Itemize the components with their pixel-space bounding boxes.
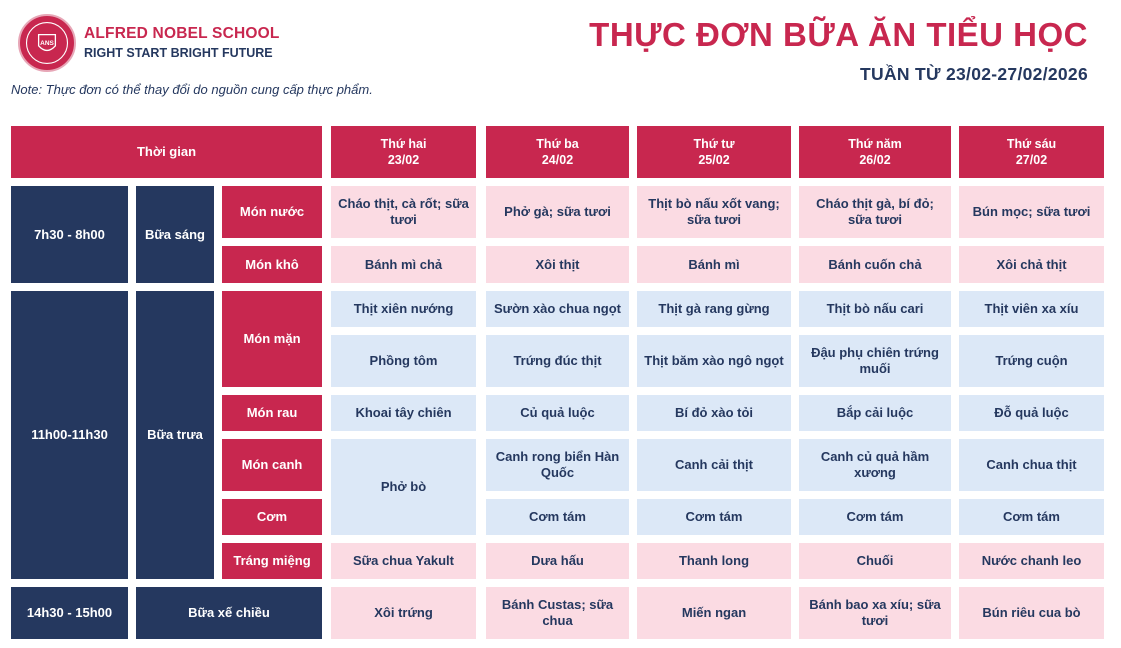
time-column-header: Thời gian bbox=[11, 126, 322, 178]
menu-cell: Cháo thịt gà, bí đỏ; sữa tươi bbox=[799, 186, 951, 238]
menu-cell: Bún mọc; sữa tươi bbox=[959, 186, 1104, 238]
menu-cell: Xôi thịt bbox=[486, 246, 629, 283]
meal-afternoon-snack: Bữa xế chiều bbox=[136, 587, 322, 639]
menu-cell-merged: Phở bò bbox=[331, 439, 476, 535]
menu-cell: Cơm tám bbox=[799, 499, 951, 535]
meal-breakfast: Bữa sáng bbox=[136, 186, 214, 283]
day-header-thu: Thứ năm 26/02 bbox=[799, 126, 951, 178]
day-header-fri: Thứ sáu 27/02 bbox=[959, 126, 1104, 178]
menu-cell: Thịt gà rang gừng bbox=[637, 291, 791, 327]
menu-cell: Nước chanh leo bbox=[959, 543, 1104, 579]
menu-cell: Thịt băm xào ngô ngọt bbox=[637, 335, 791, 387]
time-lunch: 11h00-11h30 bbox=[11, 291, 128, 579]
week-range: TUẦN TỪ 23/02-27/02/2026 bbox=[860, 64, 1088, 84]
menu-cell: Phồng tôm bbox=[331, 335, 476, 387]
day-name: Thứ ba bbox=[536, 137, 579, 151]
menu-cell: Thịt bò nấu cari bbox=[799, 291, 951, 327]
menu-cell: Bánh Custas; sữa chua bbox=[486, 587, 629, 639]
menu-cell: Cơm tám bbox=[959, 499, 1104, 535]
menu-cell: Bánh bao xa xíu; sữa tươi bbox=[799, 587, 951, 639]
menu-cell: Cơm tám bbox=[637, 499, 791, 535]
crest-icon: ANS bbox=[25, 21, 69, 65]
day-date: 26/02 bbox=[859, 153, 891, 167]
menu-cell: Đỗ quả luộc bbox=[959, 395, 1104, 431]
meal-lunch: Bữa trưa bbox=[136, 291, 214, 579]
logo-monogram: ANS bbox=[40, 40, 54, 47]
menu-cell: Thịt bò nấu xốt vang; sữa tươi bbox=[637, 186, 791, 238]
menu-cell: Sườn xào chua ngọt bbox=[486, 291, 629, 327]
menu-cell: Canh rong biển Hàn Quốc bbox=[486, 439, 629, 491]
menu-cell: Xôi chả thịt bbox=[959, 246, 1104, 283]
menu-cell: Phở gà; sữa tươi bbox=[486, 186, 629, 238]
menu-cell: Thịt viên xa xíu bbox=[959, 291, 1104, 327]
menu-cell: Canh cải thịt bbox=[637, 439, 791, 491]
school-tagline: RIGHT START BRIGHT FUTURE bbox=[84, 46, 273, 60]
menu-cell: Dưa hấu bbox=[486, 543, 629, 579]
menu-cell: Cháo thịt, cà rốt; sữa tươi bbox=[331, 186, 476, 238]
category-mon-kho: Món khô bbox=[222, 246, 322, 283]
menu-cell: Trứng đúc thịt bbox=[486, 335, 629, 387]
category-mon-rau: Món rau bbox=[222, 395, 322, 431]
day-header-wed: Thứ tư 25/02 bbox=[637, 126, 791, 178]
day-header-tue: Thứ ba 24/02 bbox=[486, 126, 629, 178]
menu-cell: Khoai tây chiên bbox=[331, 395, 476, 431]
menu-cell: Sữa chua Yakult bbox=[331, 543, 476, 579]
day-date: 25/02 bbox=[698, 153, 730, 167]
category-mon-canh: Món canh bbox=[222, 439, 322, 491]
menu-cell: Canh củ quả hầm xương bbox=[799, 439, 951, 491]
menu-cell: Thịt xiên nướng bbox=[331, 291, 476, 327]
menu-cell: Bắp cải luộc bbox=[799, 395, 951, 431]
menu-cell: Chuối bbox=[799, 543, 951, 579]
category-trang-mieng: Tráng miệng bbox=[222, 543, 322, 579]
category-mon-man: Món mặn bbox=[222, 291, 322, 387]
menu-cell: Thanh long bbox=[637, 543, 791, 579]
category-com: Cơm bbox=[222, 499, 322, 535]
menu-cell: Đậu phụ chiên trứng muối bbox=[799, 335, 951, 387]
day-name: Thứ hai bbox=[380, 137, 427, 151]
menu-cell: Canh chua thịt bbox=[959, 439, 1104, 491]
menu-cell: Cơm tám bbox=[486, 499, 629, 535]
day-name: Thứ năm bbox=[848, 137, 902, 151]
day-date: 23/02 bbox=[387, 153, 420, 167]
menu-cell: Củ quả luộc bbox=[486, 395, 629, 431]
day-date: 24/02 bbox=[541, 153, 574, 167]
menu-note: Note: Thực đơn có thể thay đổi do nguồn … bbox=[11, 82, 373, 97]
menu-cell: Xôi trứng bbox=[331, 587, 476, 639]
menu-cell: Bánh mì bbox=[637, 246, 791, 283]
menu-cell: Trứng cuộn bbox=[959, 335, 1104, 387]
menu-cell: Bánh mì chả bbox=[331, 246, 476, 283]
school-name: ALFRED NOBEL SCHOOL bbox=[84, 25, 280, 42]
menu-cell: Bí đỏ xào tỏi bbox=[637, 395, 791, 431]
menu-cell: Miến ngan bbox=[637, 587, 791, 639]
school-logo: ANS bbox=[18, 14, 76, 72]
time-afternoon-snack: 14h30 - 15h00 bbox=[11, 587, 128, 639]
day-name: Thứ sáu bbox=[1006, 137, 1057, 151]
time-breakfast: 7h30 - 8h00 bbox=[11, 186, 128, 283]
day-date: 27/02 bbox=[1015, 153, 1048, 167]
page-title: THỰC ĐƠN BỮA ĂN TIỂU HỌC bbox=[589, 16, 1088, 53]
menu-cell: Bánh cuốn chả bbox=[799, 246, 951, 283]
day-header-mon: Thứ hai 23/02 bbox=[331, 126, 476, 178]
menu-cell: Bún riêu cua bò bbox=[959, 587, 1104, 639]
category-mon-nuoc: Món nước bbox=[222, 186, 322, 238]
day-name: Thứ tư bbox=[693, 137, 735, 151]
